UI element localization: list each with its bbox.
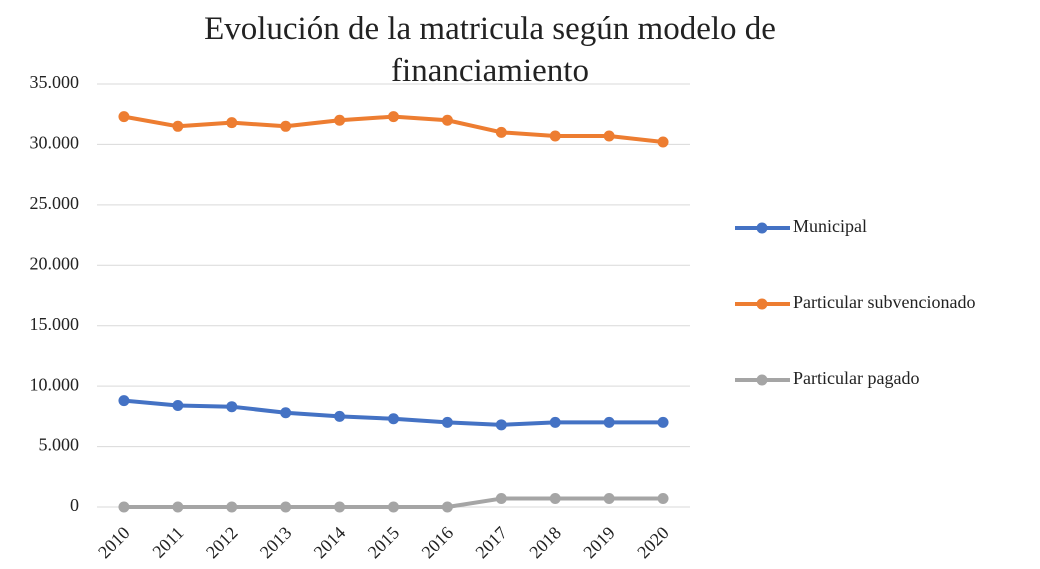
point [603,493,615,505]
y-tick-label: 20.000 [30,253,80,273]
point [388,501,399,513]
legend-label: Particular pagado [793,368,919,388]
point [280,120,292,132]
x-tick-label: 2019 [579,523,619,563]
legend-marker [756,222,768,234]
x-tick-label: 2011 [148,523,187,562]
point [172,120,184,132]
point [226,401,238,413]
x-tick-label: 2020 [633,523,673,563]
point [657,493,669,505]
point [603,130,615,142]
point [441,114,453,126]
point [549,493,561,505]
point [549,416,561,428]
point [334,501,346,513]
point [118,395,130,407]
y-tick-label: 10.000 [30,374,80,394]
point [388,413,399,425]
y-tick-label: 15.000 [30,314,80,334]
point [334,114,346,126]
y-tick-label: 25.000 [30,193,80,213]
point [603,416,615,428]
point [495,126,507,138]
point [441,501,453,513]
point [657,136,669,148]
x-tick-label: 2014 [310,523,350,563]
chart-title: Evolución de la matricula según modelo d… [204,11,776,89]
x-tick-label: 2017 [471,523,511,563]
point [118,111,130,123]
y-tick-label: 30.000 [30,133,80,153]
point [334,410,346,422]
point [657,416,669,428]
point [280,501,292,513]
point [118,501,130,513]
point [495,419,507,431]
point [495,493,507,505]
point [226,501,238,513]
point [441,416,453,428]
y-tick-label: 5.000 [39,435,80,455]
y-tick-label: 35.000 [30,72,80,92]
legend-marker [756,298,768,310]
x-tick-label: 2010 [94,523,134,563]
x-tick-label: 2013 [256,523,296,563]
point [226,117,238,129]
point [280,407,292,419]
point [388,111,399,123]
legend-label: Particular subvencionado [793,292,975,312]
x-tick-label: 2015 [364,523,404,563]
legend-marker [756,374,768,386]
legend-label: Municipal [793,216,867,236]
x-tick-label: 2016 [418,523,458,563]
point [172,399,184,411]
x-tick-label: 2018 [525,523,565,563]
x-tick-label: 2012 [202,523,242,563]
y-tick-label: 0 [70,495,79,515]
point [549,130,561,142]
point [172,501,184,513]
